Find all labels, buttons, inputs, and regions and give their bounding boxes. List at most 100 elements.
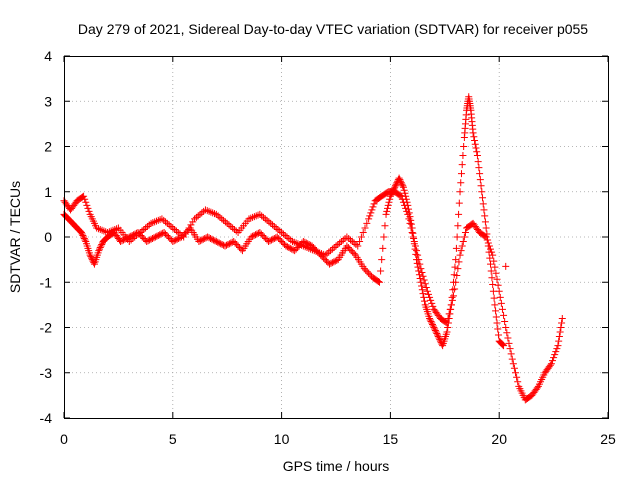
- data-point: [357, 233, 365, 241]
- data-point: [494, 325, 502, 333]
- data-point: [84, 204, 92, 212]
- data-point: [469, 129, 477, 137]
- data-point: [220, 216, 228, 224]
- y-tick-label: 4: [44, 48, 52, 64]
- data-point: [85, 207, 93, 215]
- data-point: [150, 234, 158, 242]
- data-point: [345, 235, 353, 243]
- data-point: [194, 212, 202, 220]
- data-point: [557, 324, 565, 331]
- data-point: [482, 224, 490, 232]
- data-point: [205, 234, 213, 242]
- x-tick-label: 20: [491, 431, 507, 447]
- data-point: [366, 212, 374, 220]
- data-point: [198, 236, 206, 244]
- data-point: [484, 239, 492, 247]
- data-point: [339, 236, 347, 244]
- data-point: [94, 225, 102, 233]
- data-point: [434, 331, 442, 339]
- data-point: [418, 286, 426, 294]
- data-point: [181, 230, 189, 238]
- data-point: [140, 225, 148, 233]
- data-point: [316, 249, 324, 257]
- data-point: [214, 238, 222, 246]
- data-point: [134, 230, 142, 238]
- data-point: [398, 180, 406, 188]
- data-point: [366, 271, 374, 279]
- data-point: [131, 233, 139, 241]
- data-point: [256, 210, 264, 218]
- data-point: [185, 224, 193, 232]
- data-point: [232, 227, 240, 235]
- data-point: [453, 233, 461, 241]
- data-point: [88, 254, 96, 262]
- data-point: [400, 186, 408, 194]
- data-point: [442, 318, 450, 326]
- data-point: [156, 231, 164, 239]
- data-point: [172, 236, 180, 244]
- data-point: [418, 268, 426, 276]
- data-point: [201, 206, 209, 214]
- data-point: [343, 242, 351, 250]
- data-point: [278, 228, 286, 236]
- data-point: [81, 236, 89, 244]
- data-point: [289, 246, 297, 254]
- data-point: [455, 199, 463, 207]
- data-point: [385, 198, 393, 206]
- data-point: [512, 369, 520, 377]
- data-point: [383, 204, 391, 212]
- data-point: [292, 239, 300, 247]
- data-point: [504, 334, 512, 342]
- data-point: [127, 236, 135, 244]
- data-point: [471, 136, 479, 144]
- data-point: [347, 236, 355, 244]
- data-point: [175, 235, 183, 243]
- data-point: [267, 219, 275, 227]
- data-point: [461, 228, 469, 236]
- data-point: [224, 241, 232, 249]
- data-point: [493, 319, 501, 327]
- data-point: [273, 233, 281, 241]
- y-tick-label: -3: [40, 365, 53, 381]
- data-point: [211, 210, 219, 218]
- data-point: [301, 243, 309, 251]
- data-point: [343, 233, 351, 241]
- data-point: [278, 238, 286, 246]
- data-point: [81, 195, 89, 203]
- data-point: [207, 235, 215, 243]
- data-point: [77, 228, 85, 236]
- data-point: [558, 314, 566, 322]
- data-point: [407, 216, 415, 224]
- data-point: [303, 244, 311, 252]
- data-point: [407, 224, 415, 232]
- data-point: [453, 271, 461, 279]
- data-point: [359, 228, 367, 236]
- data-point: [533, 384, 541, 392]
- data-point: [189, 218, 197, 226]
- data-point: [428, 299, 436, 307]
- data-point: [231, 239, 239, 247]
- data-point: [133, 231, 141, 239]
- data-point: [225, 221, 233, 229]
- data-point: [183, 227, 191, 235]
- data-point: [330, 258, 338, 266]
- data-point: [308, 246, 316, 254]
- data-point: [129, 235, 137, 243]
- data-point: [283, 233, 291, 241]
- chart-title: Day 279 of 2021, Sidereal Day-to-day VTE…: [78, 21, 588, 37]
- data-point: [478, 188, 486, 196]
- data-point: [169, 224, 177, 232]
- data-point: [352, 241, 360, 249]
- data-point: [481, 212, 489, 220]
- data-point: [458, 242, 466, 250]
- data-point: [505, 339, 513, 347]
- data-point: [449, 286, 457, 294]
- data-point: [151, 233, 159, 241]
- data-point: [431, 327, 439, 335]
- data-point: [223, 219, 231, 227]
- data-point: [164, 233, 172, 241]
- data-point: [514, 378, 522, 386]
- data-point: [234, 242, 242, 250]
- data-point: [302, 239, 310, 247]
- data-point: [272, 224, 280, 232]
